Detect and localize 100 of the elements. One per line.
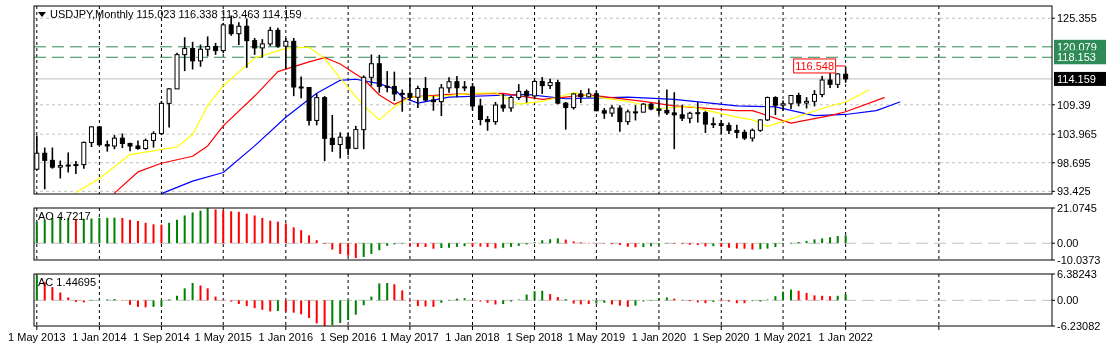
bar <box>743 243 746 249</box>
bar <box>284 300 287 312</box>
x-tick-label: 1 Jan 2022 <box>818 331 873 343</box>
bar <box>486 300 489 303</box>
candlestick <box>563 101 569 131</box>
candlestick <box>236 21 242 46</box>
bar <box>704 300 707 304</box>
candlestick <box>73 160 79 175</box>
y-tick-label: 21.0745 <box>1057 202 1097 214</box>
bar <box>712 243 715 247</box>
bar <box>844 294 847 301</box>
bar <box>595 300 598 304</box>
bar <box>424 243 427 248</box>
ref-line-label: 114.159 <box>1057 72 1096 85</box>
y-tick-label: 93.425 <box>1057 185 1091 198</box>
bar <box>759 243 762 250</box>
bar <box>424 300 427 307</box>
bar <box>502 300 505 305</box>
bar <box>471 243 474 247</box>
bar <box>517 243 520 246</box>
bar <box>486 243 489 248</box>
bar <box>844 235 847 244</box>
bar <box>440 300 443 303</box>
bar <box>160 224 163 244</box>
bar <box>347 243 350 256</box>
bar <box>222 210 225 244</box>
bar <box>696 300 699 303</box>
bar <box>610 300 613 305</box>
bar <box>549 239 552 244</box>
candlestick <box>275 26 281 49</box>
bar <box>113 217 116 244</box>
x-tick-label: 1 May 2021 <box>754 331 812 343</box>
bar <box>269 300 272 312</box>
bar <box>634 300 637 306</box>
bar <box>35 221 38 244</box>
bar <box>276 300 279 312</box>
bar <box>183 215 186 244</box>
bar <box>432 300 435 307</box>
y-tick-label: 109.39 <box>1057 98 1091 111</box>
x-tick-label: 1 May 2017 <box>381 331 439 343</box>
bar <box>386 243 389 246</box>
y-tick-label: -10.0373 <box>1057 254 1101 266</box>
candlestick <box>500 93 506 113</box>
x-tick-label: 1 Jan 2016 <box>258 331 314 343</box>
bar <box>82 218 85 244</box>
candlestick <box>244 17 250 69</box>
bar <box>292 300 295 313</box>
candlestick <box>438 83 444 117</box>
candlestick <box>664 88 670 116</box>
x-tick-label: 1 Sep 2020 <box>693 331 750 343</box>
bar <box>292 227 295 244</box>
bar <box>657 298 660 301</box>
bar <box>230 211 233 244</box>
bar <box>665 297 668 301</box>
bar <box>813 239 816 244</box>
candlestick <box>384 70 390 94</box>
bar <box>626 300 629 307</box>
candlestick <box>259 38 265 59</box>
bar <box>339 243 342 254</box>
candlestick <box>470 82 476 112</box>
bar <box>315 300 318 324</box>
candlestick <box>772 95 778 116</box>
bar <box>191 212 194 244</box>
bar <box>59 292 62 301</box>
x-tick-label: 1 May 2013 <box>8 331 66 343</box>
bar <box>735 243 738 249</box>
candlestick <box>182 36 188 72</box>
bar <box>416 243 419 247</box>
bar <box>448 243 451 248</box>
bar <box>206 208 209 244</box>
bar <box>90 218 93 244</box>
candlestick <box>454 75 460 98</box>
bar <box>245 300 248 307</box>
bar <box>751 243 754 250</box>
bar <box>813 295 816 301</box>
bar <box>393 284 396 301</box>
bar <box>261 300 264 310</box>
bar <box>502 243 505 248</box>
bar <box>541 290 544 301</box>
bar <box>300 300 303 315</box>
x-tick-label: 1 Jan 2018 <box>445 331 500 343</box>
x-tick-label: 1 May 2015 <box>194 331 252 343</box>
annotation: 116.548 <box>795 59 835 72</box>
y-tick-label: 0.00 <box>1057 237 1079 250</box>
candlestick <box>671 91 677 150</box>
bar <box>774 243 777 248</box>
bar <box>253 300 256 309</box>
bar <box>129 300 132 305</box>
bar <box>98 217 101 244</box>
bar <box>129 219 132 244</box>
bar <box>168 222 171 244</box>
candlestick <box>337 131 343 160</box>
candlestick <box>49 146 55 170</box>
bar <box>269 220 272 244</box>
bar <box>829 237 832 244</box>
candlestick <box>423 76 429 103</box>
candlestick <box>555 78 561 105</box>
bar <box>836 236 839 244</box>
bar <box>160 300 163 307</box>
candlestick <box>198 43 204 68</box>
